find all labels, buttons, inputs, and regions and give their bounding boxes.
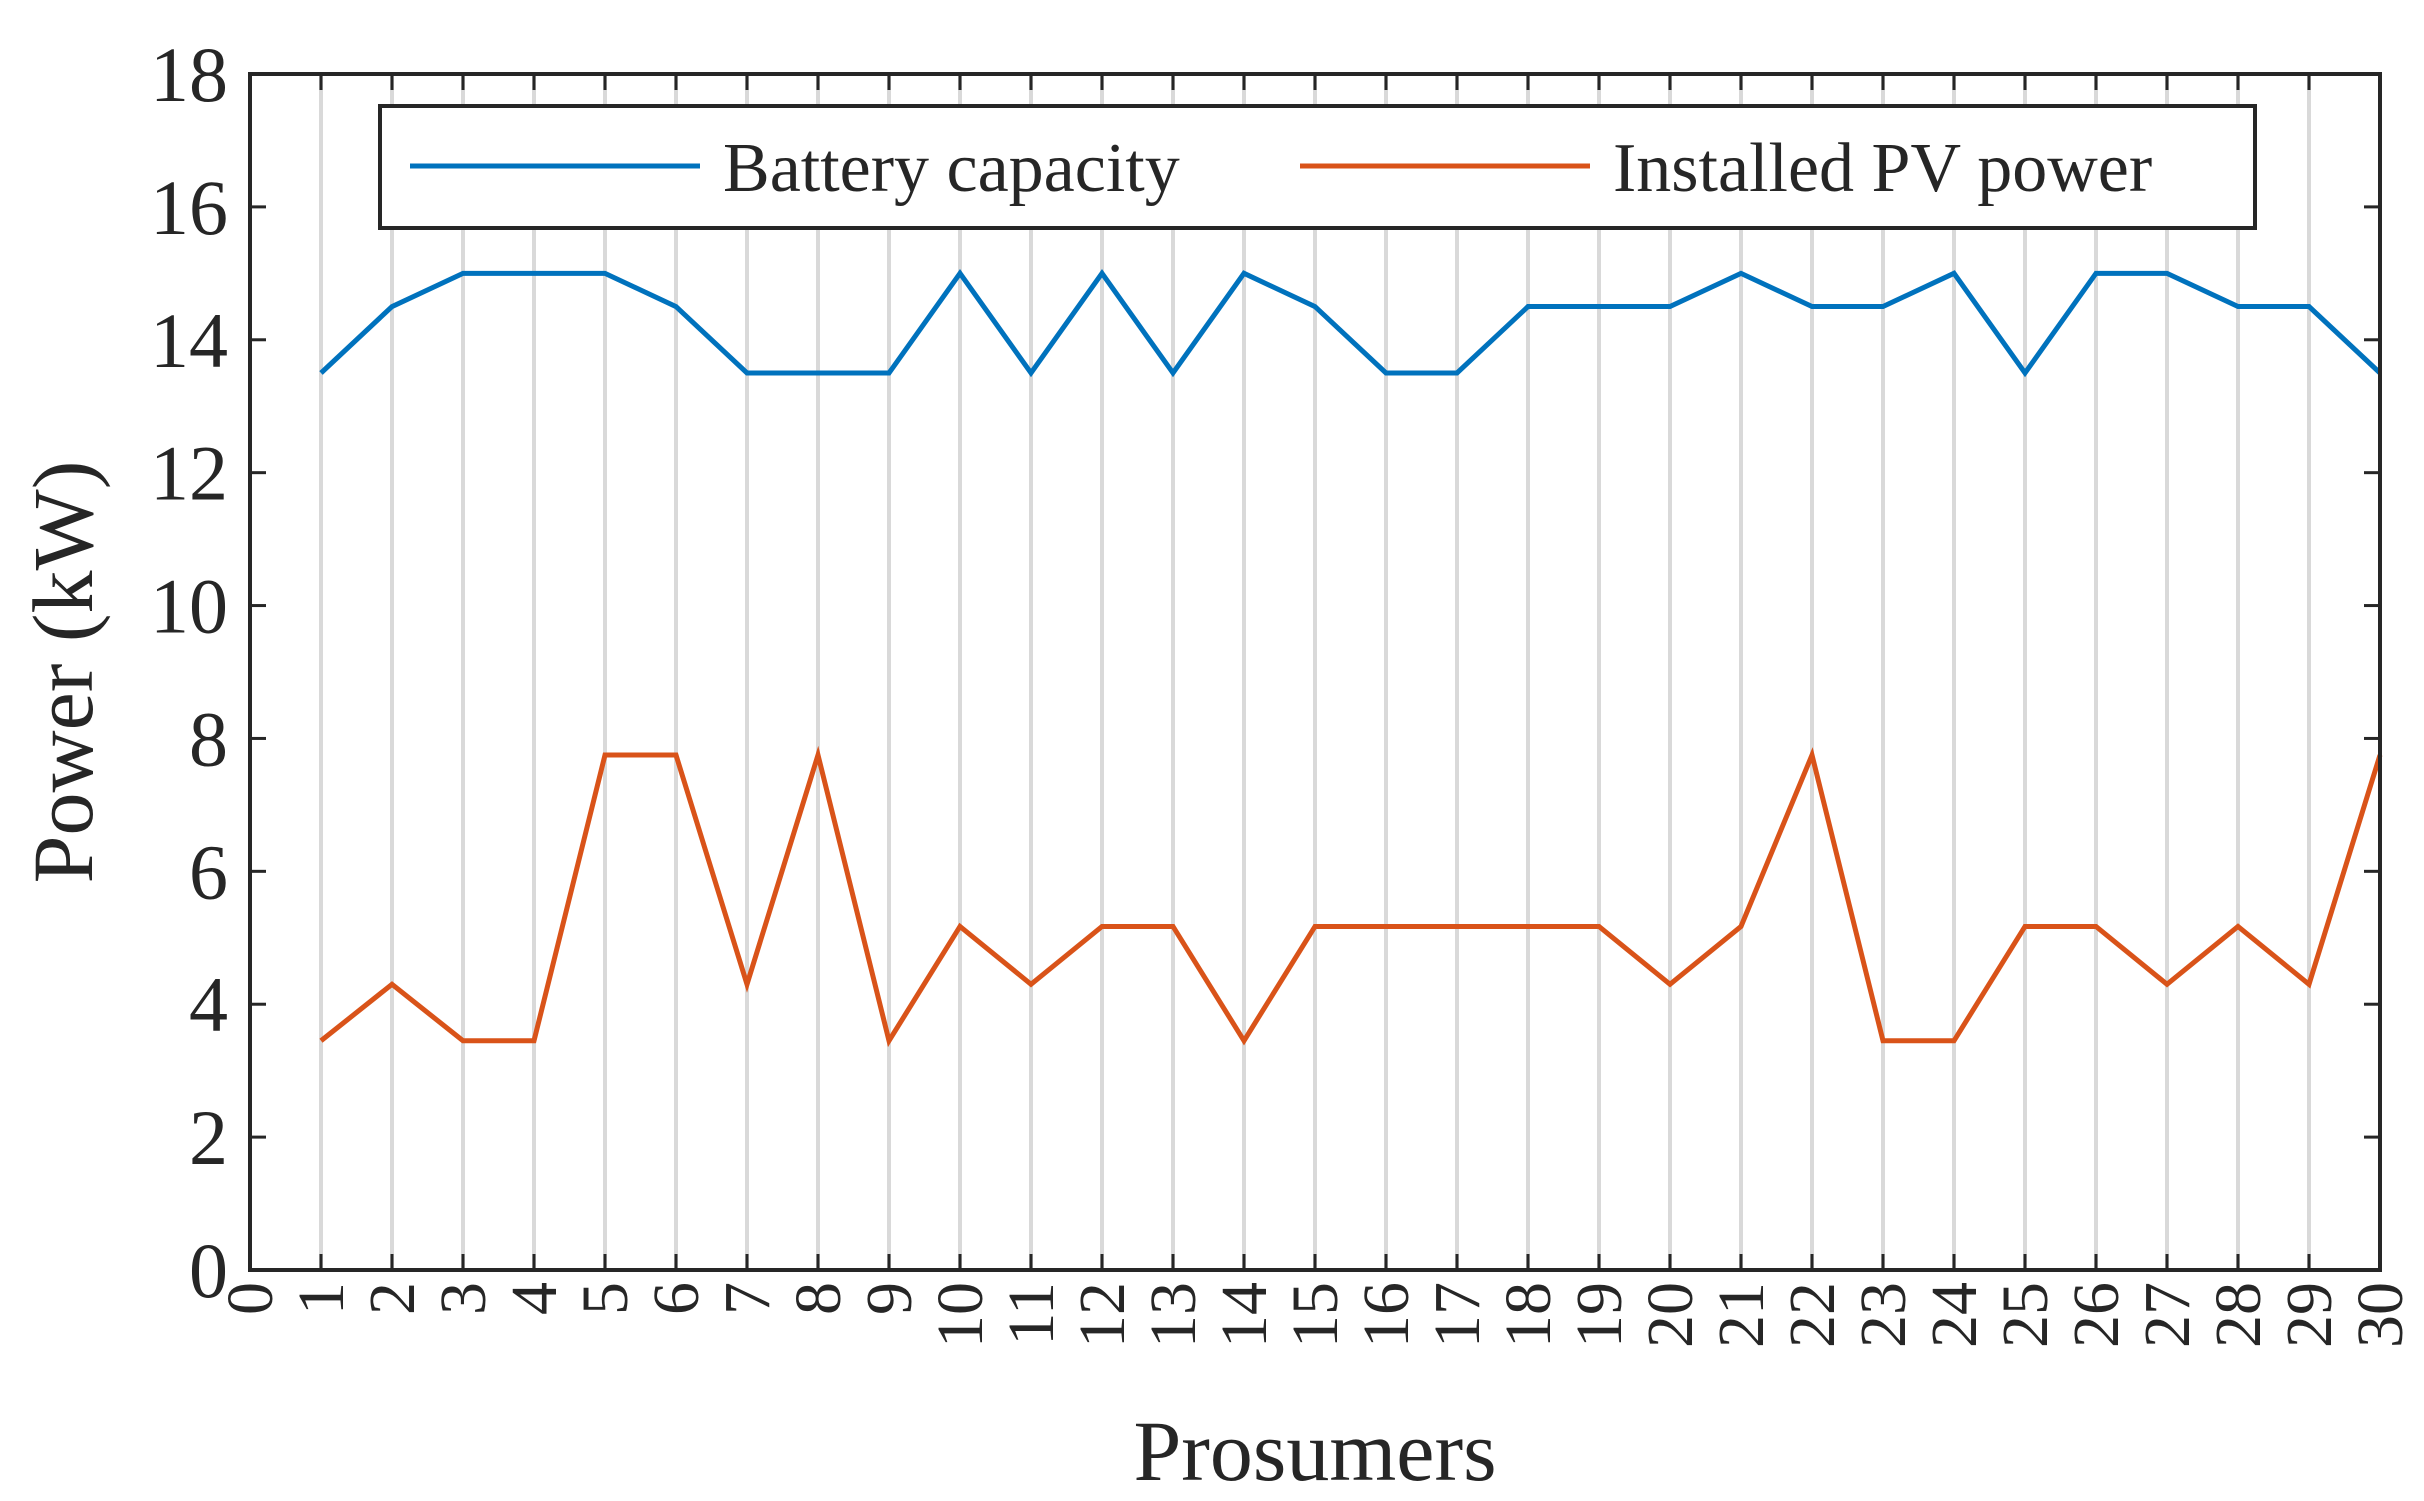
y-tick-label-2: 2	[189, 1094, 228, 1181]
y-tick-label-18: 18	[150, 31, 228, 118]
x-tick-label-7: 7	[711, 1282, 784, 1315]
x-tick-label-16: 16	[1350, 1282, 1423, 1348]
series-line-installed-pv-power	[319, 745, 2383, 1048]
x-tick-label-12: 12	[1066, 1282, 1139, 1348]
x-tick-label-0: 0	[214, 1282, 287, 1315]
x-tick-label-18: 18	[1492, 1282, 1565, 1348]
x-tick-label-22: 22	[1776, 1282, 1849, 1348]
x-tick-label-20: 20	[1634, 1282, 1707, 1348]
x-tick-label-21: 21	[1705, 1282, 1778, 1348]
x-tick-label-23: 23	[1847, 1282, 1920, 1348]
y-axis-label: Power (kW)	[15, 461, 111, 884]
x-tick-label-19: 19	[1563, 1282, 1636, 1348]
y-tick-label-10: 10	[150, 563, 228, 650]
x-tick-label-30: 30	[2344, 1282, 2417, 1348]
y-tick-label-8: 8	[189, 695, 228, 782]
y-tick-label-12: 12	[150, 430, 228, 517]
x-tick-label-10: 10	[924, 1282, 997, 1348]
series-lines	[319, 269, 2383, 1048]
x-tick-label-29: 29	[2273, 1282, 2346, 1348]
x-tick-label-13: 13	[1137, 1282, 1210, 1348]
x-tick-label-17: 17	[1421, 1282, 1494, 1348]
x-tick-labels: 0123456789101112131415161718192021222324…	[214, 1282, 2417, 1348]
x-tick-label-25: 25	[1989, 1282, 2062, 1348]
x-tick-label-11: 11	[995, 1282, 1068, 1346]
axis-ticks	[248, 72, 2382, 1272]
y-tick-label-6: 6	[189, 828, 228, 915]
series-line-battery-capacity	[319, 269, 2382, 378]
x-tick-label-8: 8	[782, 1282, 855, 1315]
x-tick-label-9: 9	[853, 1282, 926, 1315]
x-tick-label-3: 3	[427, 1282, 500, 1315]
y-tick-label-14: 14	[150, 297, 228, 384]
x-tick-label-2: 2	[356, 1282, 429, 1315]
x-tick-label-26: 26	[2060, 1282, 2133, 1348]
legend: Battery capacity Installed PV power	[378, 104, 2257, 230]
x-tick-label-24: 24	[1918, 1282, 1991, 1348]
x-tick-label-27: 27	[2131, 1282, 2204, 1348]
x-tick-label-28: 28	[2202, 1282, 2275, 1348]
x-tick-label-1: 1	[285, 1282, 358, 1315]
x-tick-label-4: 4	[498, 1282, 571, 1315]
y-tick-label-16: 16	[150, 164, 228, 251]
legend-label-installed-pv-power: Installed PV power	[1613, 130, 2152, 207]
y-tick-label-0: 0	[189, 1227, 228, 1314]
legend-label-battery-capacity: Battery capacity	[723, 130, 1180, 207]
x-axis-label: Prosumers	[1133, 1403, 1496, 1499]
y-tick-label-4: 4	[189, 961, 228, 1048]
y-tick-labels: 0 2 4 6 8 10 12 14 16 18	[150, 31, 228, 1314]
x-tick-label-6: 6	[640, 1282, 713, 1315]
x-tick-label-14: 14	[1208, 1282, 1281, 1348]
x-tick-label-15: 15	[1279, 1282, 1352, 1348]
x-tick-label-5: 5	[569, 1282, 642, 1315]
